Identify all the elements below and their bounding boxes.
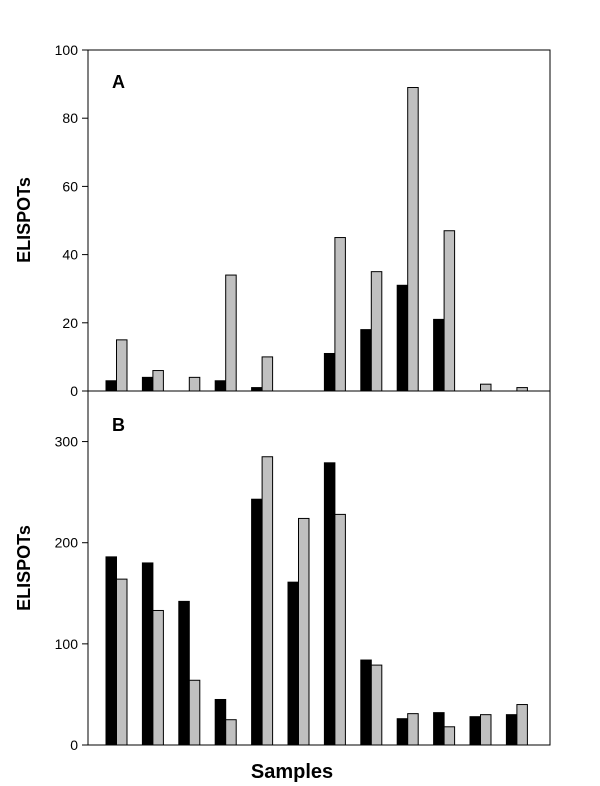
panel-a-bar-series1 <box>141 376 154 392</box>
panel-b-bar-series2 <box>334 513 346 746</box>
panel-b-bar-series2 <box>443 726 456 746</box>
panel-b-bar-series1 <box>178 600 190 746</box>
panel-a-bar-series2 <box>261 356 274 392</box>
panel-a-bars <box>105 87 528 392</box>
panel-b-label: B <box>112 415 125 435</box>
panel-b-bar-series1 <box>251 498 263 746</box>
panel-a-bar-series2 <box>480 383 492 392</box>
panel-b-y-tick-label: 0 <box>70 737 78 753</box>
panel-a-y-tick-label: 40 <box>62 247 78 263</box>
panel-b-y-tick-label: 200 <box>55 535 79 551</box>
panel-a-bar-series2 <box>407 87 419 392</box>
panel-b-bar-series1 <box>469 716 481 746</box>
panel-a-bar-series1 <box>360 329 372 392</box>
panel-a-bar-series1 <box>251 387 263 392</box>
panel-b-bar-series2 <box>370 664 383 746</box>
panel-a-bar-series1 <box>433 318 445 392</box>
panel-b-bar-series2 <box>480 714 492 746</box>
panel-a-bar-series1 <box>105 380 117 392</box>
panel-b-bar-series1 <box>214 698 227 746</box>
panel-a-bar-series2 <box>443 230 456 392</box>
panel-b-bar-series1 <box>323 462 336 746</box>
panel-b-bar-series2 <box>298 517 310 746</box>
panel-a-y-axis: 0 20 40 60 80 100 <box>55 42 88 399</box>
panel-a-bar-series2 <box>516 387 528 392</box>
panel-a-bar-series1 <box>396 284 409 392</box>
panel-a-y-axis-title: ELISPOTs <box>14 177 34 263</box>
panel-a-bar-series2 <box>188 376 201 392</box>
panel-b-bar-series1 <box>141 562 154 746</box>
panel-a-y-tick-label: 80 <box>62 110 78 126</box>
panel-b-bar-series1 <box>360 659 372 746</box>
panel-a-bar-series2 <box>370 271 383 392</box>
panel-b-bar-series2 <box>116 578 128 746</box>
panel-a-plot-frame <box>87 49 551 392</box>
panel-b-bar-series2 <box>261 456 274 746</box>
panel-a-y-tick-label: 100 <box>55 42 79 58</box>
panel-b-y-axis: 0 100 200 300 <box>55 434 88 753</box>
x-axis-title: Samples <box>251 761 333 783</box>
panel-b-bar-series1 <box>105 556 117 746</box>
panel-b-bar-series2 <box>188 679 201 746</box>
panel-b-bar-series2 <box>407 713 419 746</box>
panel-b-bar-series2 <box>225 719 237 746</box>
panel-b-bar-series1 <box>287 581 299 746</box>
panel-b-bar-series1 <box>396 718 409 746</box>
panel-b-y-tick-label: 300 <box>55 434 79 450</box>
panel-a-bar-series1 <box>214 380 227 392</box>
panel-a-label: A <box>112 72 125 92</box>
panel-a-bar-series2 <box>116 339 128 392</box>
panel-a-y-tick-label: 20 <box>62 315 78 331</box>
panel-b-plot-frame <box>87 390 551 746</box>
panel-a-bar-series2 <box>334 237 346 392</box>
panel-b-y-tick-label: 100 <box>55 636 79 652</box>
panel-b-bar-series2 <box>152 609 164 746</box>
panel-a-bar-series1 <box>323 352 336 392</box>
panel-a-bar-series2 <box>225 274 237 392</box>
panel-b-y-axis-title: ELISPOTs <box>14 525 34 611</box>
panel-b-bars <box>105 456 528 746</box>
panel-a-bar-series2 <box>152 370 164 392</box>
panel-b-bar-series1 <box>505 714 518 746</box>
panel-a-y-tick-label: 0 <box>70 383 78 399</box>
panel-a-chart: A ELISPOTs 0 20 40 60 80 100 <box>14 42 551 399</box>
panel-a-y-tick-label: 60 <box>62 178 78 194</box>
panel-b-chart: B ELISPOTs 0 100 200 300 <box>14 390 551 753</box>
panel-b-bar-series2 <box>516 704 528 746</box>
panel-b-bar-series1 <box>433 712 445 746</box>
